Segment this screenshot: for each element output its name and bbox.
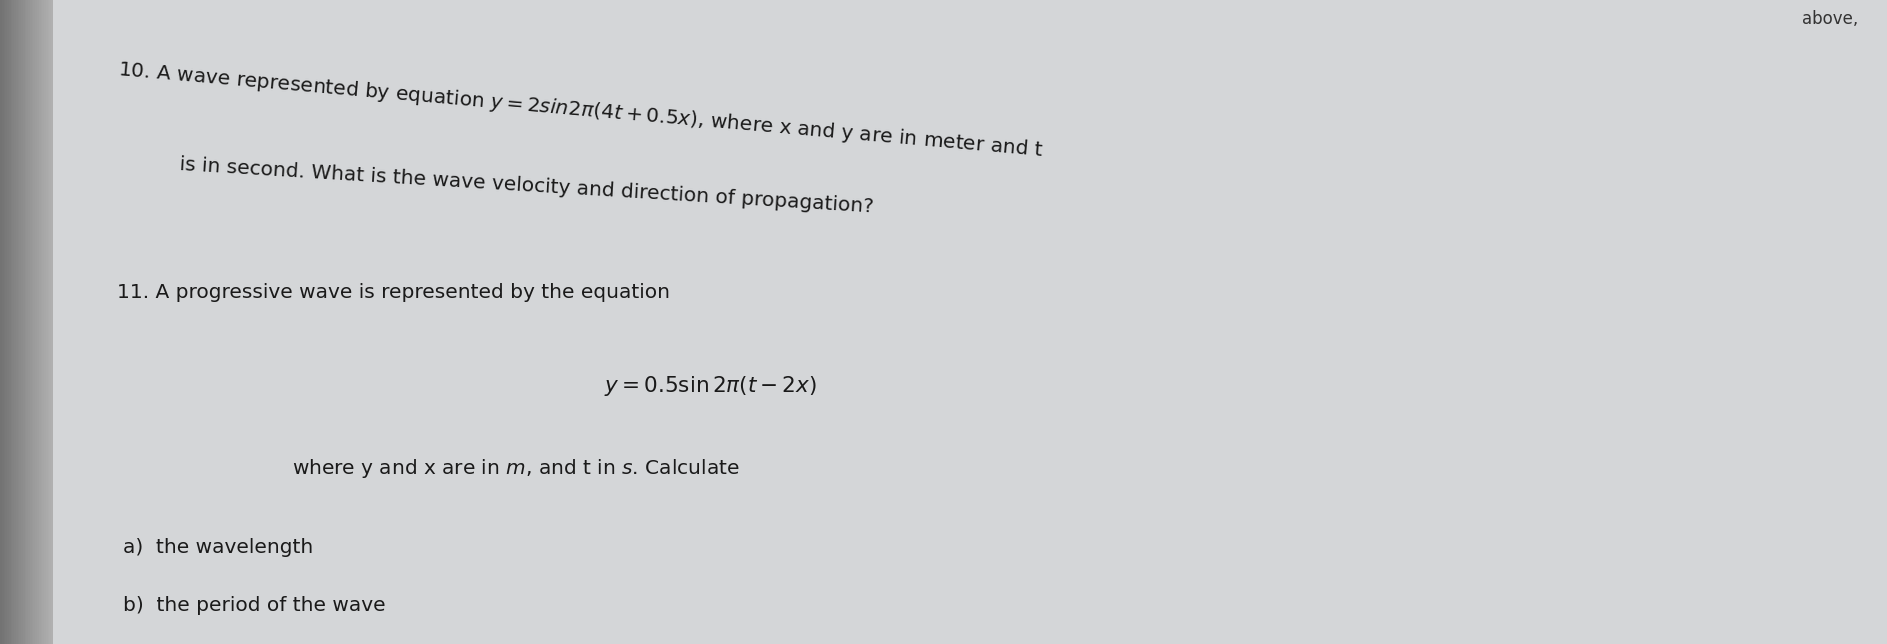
Text: above,: above, [1802,10,1859,28]
Text: 11. A progressive wave is represented by the equation: 11. A progressive wave is represented by… [117,283,670,303]
Text: a)  the wavelength: a) the wavelength [123,538,313,557]
Text: 10. A wave represented by equation $y = 2sin2\pi(4t + 0.5x)$, where x and y are : 10. A wave represented by equation $y = … [117,58,1044,162]
Text: b)  the period of the wave: b) the period of the wave [123,596,385,615]
Text: $y = 0.5\sin 2\pi(t-2x)$: $y = 0.5\sin 2\pi(t-2x)$ [604,374,817,397]
Text: is in second. What is the wave velocity and direction of propagation?: is in second. What is the wave velocity … [179,155,874,216]
Text: where y and x are in $m$, and t in $s$. Calculate: where y and x are in $m$, and t in $s$. … [292,457,740,480]
Bar [0,0,53,644]
